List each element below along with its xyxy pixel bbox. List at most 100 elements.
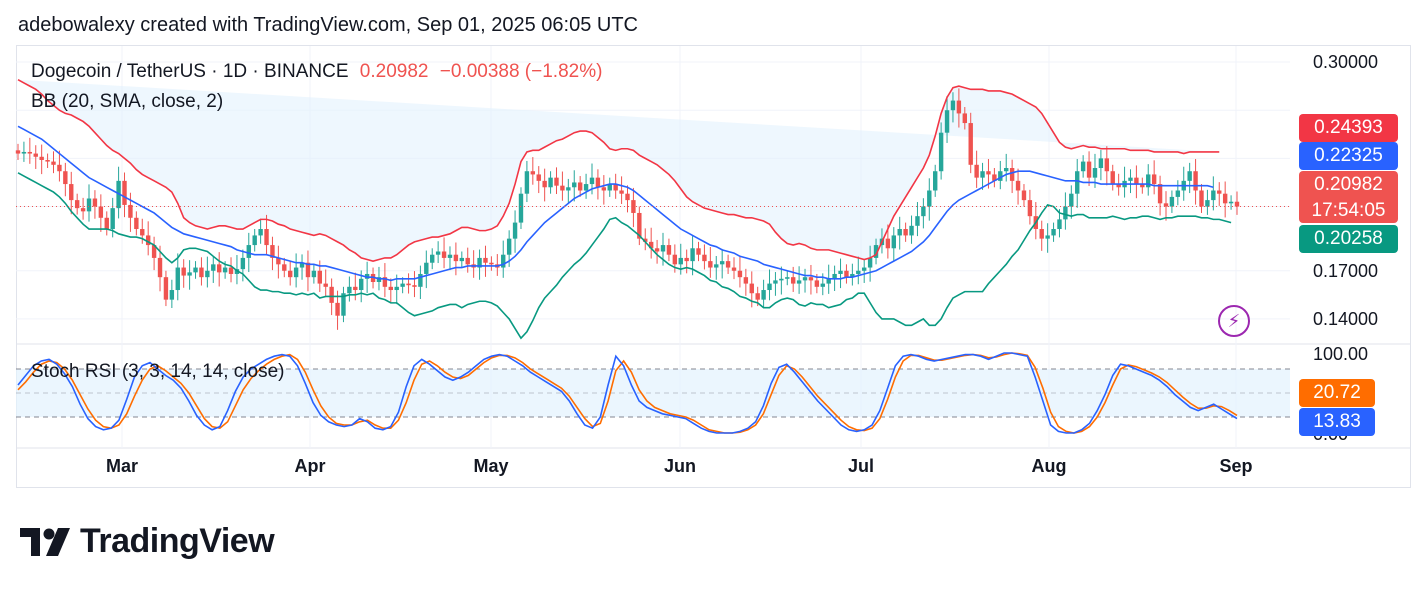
time-tick-label: Sep bbox=[1219, 456, 1252, 476]
bb-upper-tag: 0.24393 bbox=[1299, 114, 1398, 142]
candle-body bbox=[1228, 201, 1234, 204]
candle-body bbox=[672, 254, 678, 265]
candle-body bbox=[222, 267, 228, 273]
candle-body bbox=[216, 264, 222, 273]
candle-body bbox=[39, 156, 44, 160]
candle-body bbox=[15, 150, 21, 154]
candle-body bbox=[453, 254, 459, 262]
lightning-bolt-icon[interactable]: ⚡ bbox=[1218, 305, 1250, 337]
candle-body bbox=[933, 171, 938, 191]
time-tick-label: Aug bbox=[1032, 456, 1067, 476]
candle-body bbox=[335, 302, 340, 316]
candle-body bbox=[648, 241, 654, 249]
candle-body bbox=[643, 238, 648, 242]
candle-body bbox=[246, 245, 251, 258]
candle-body bbox=[968, 123, 973, 165]
candle-body bbox=[394, 286, 399, 291]
candle-body bbox=[1051, 229, 1056, 236]
last-price-tag-value: 0.20982 bbox=[1314, 174, 1383, 195]
candle-body bbox=[583, 184, 589, 191]
candle-body bbox=[891, 235, 896, 249]
candle-body bbox=[631, 200, 636, 213]
stoch-legend: Stoch RSI (3, 3, 14, 14, close) bbox=[31, 361, 285, 382]
candle-body bbox=[767, 283, 772, 291]
candle-body bbox=[382, 277, 388, 287]
candle-body bbox=[412, 285, 417, 287]
candle-body bbox=[140, 229, 145, 236]
candle-body bbox=[595, 177, 601, 188]
candle-body bbox=[1004, 168, 1009, 172]
candle-body bbox=[1222, 193, 1228, 204]
candle-body bbox=[654, 248, 660, 252]
candle-body bbox=[465, 257, 470, 265]
candle-body bbox=[1116, 184, 1121, 188]
candle-body bbox=[240, 257, 246, 270]
candle-body bbox=[867, 257, 873, 268]
candle-body bbox=[790, 277, 796, 284]
candle-body bbox=[51, 161, 56, 165]
candle-body bbox=[489, 262, 494, 265]
candle-body bbox=[110, 208, 115, 230]
candle-body bbox=[921, 206, 926, 217]
candle-body bbox=[288, 270, 293, 278]
price-change: −0.00388 (−1.82%) bbox=[439, 61, 603, 82]
candle-body bbox=[666, 245, 672, 255]
candle-body bbox=[299, 262, 305, 268]
candle-body bbox=[151, 245, 157, 258]
candle-body bbox=[122, 180, 127, 205]
bb-lower-line bbox=[17, 172, 1232, 340]
candle-body bbox=[1063, 206, 1068, 220]
candle-body bbox=[1128, 177, 1133, 181]
candle-body bbox=[577, 182, 583, 191]
tradingview-logo[interactable]: TradingView bbox=[20, 522, 275, 561]
candle-body bbox=[554, 177, 559, 186]
candle-body bbox=[80, 208, 86, 212]
chart-frame[interactable] bbox=[16, 45, 1411, 488]
last-price: 0.20982 bbox=[359, 61, 429, 82]
candle-body bbox=[785, 277, 790, 279]
candle-body bbox=[518, 193, 524, 223]
candle-body bbox=[678, 257, 683, 265]
candle-body bbox=[57, 164, 62, 172]
candle-body bbox=[353, 286, 358, 291]
candle-body bbox=[1045, 235, 1050, 239]
candle-body bbox=[992, 174, 997, 181]
candle-body bbox=[1104, 158, 1110, 172]
stoch-k-tag: 20.72 bbox=[1299, 379, 1375, 407]
bb-fill bbox=[18, 79, 1220, 262]
candle-body bbox=[796, 280, 802, 284]
candle-body bbox=[282, 264, 287, 271]
candle-body bbox=[181, 267, 186, 276]
candle-body bbox=[773, 280, 778, 284]
candle-body bbox=[400, 283, 405, 287]
candle-body bbox=[187, 272, 192, 276]
candle-body bbox=[293, 267, 299, 278]
candle-body bbox=[950, 100, 956, 111]
candle-body bbox=[199, 267, 204, 278]
candle-body bbox=[92, 198, 98, 207]
candle-body bbox=[1205, 200, 1210, 207]
candle-body bbox=[128, 204, 133, 218]
candle-body bbox=[814, 280, 820, 287]
candle-body bbox=[347, 286, 352, 294]
candle-body bbox=[826, 278, 831, 284]
candle-body bbox=[63, 171, 68, 185]
candle-body bbox=[430, 254, 435, 263]
candle-body bbox=[637, 212, 642, 239]
candle-body bbox=[1211, 190, 1216, 201]
header-attribution: adebowalexy created with TradingView.com… bbox=[18, 14, 638, 36]
candle-body bbox=[98, 206, 104, 218]
candle-body bbox=[885, 238, 891, 249]
candle-body bbox=[962, 113, 967, 124]
candle-body bbox=[435, 251, 441, 255]
candle-body bbox=[86, 198, 92, 212]
candle-body bbox=[974, 164, 979, 178]
candle-body bbox=[33, 153, 38, 157]
candle-body bbox=[832, 273, 837, 279]
candle-body bbox=[524, 171, 530, 194]
candle-body bbox=[660, 245, 666, 252]
candle-body bbox=[1009, 168, 1015, 181]
logo-text: TradingView bbox=[80, 522, 275, 560]
price-tick-label: 0.17000 bbox=[1313, 261, 1378, 281]
